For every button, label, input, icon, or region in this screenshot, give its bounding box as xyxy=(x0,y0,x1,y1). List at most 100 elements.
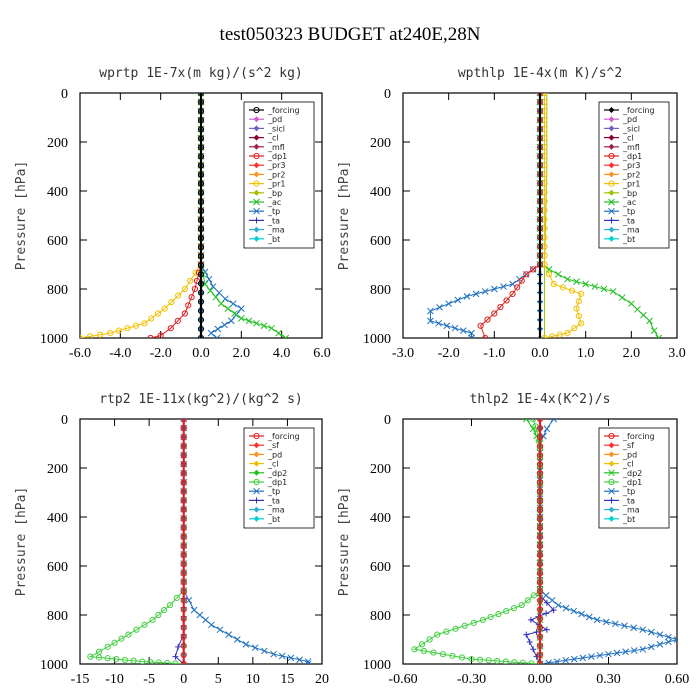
marker-tp xyxy=(459,327,467,335)
y-tick-label: 400 xyxy=(47,185,68,200)
marker-tp xyxy=(435,319,442,327)
y-tick-label: 600 xyxy=(370,234,391,249)
marker-pr1 xyxy=(541,171,548,178)
marker-pr1 xyxy=(187,277,194,284)
x-tick-label: -0.60 xyxy=(388,672,417,687)
panel-title: wpthlp 1E-4x(m K)/s^2 xyxy=(458,66,622,81)
legend-label: _ac xyxy=(622,198,636,207)
marker-tp xyxy=(579,654,587,662)
marker-forcing xyxy=(197,98,205,106)
marker-dp1 xyxy=(495,610,502,618)
marker-tp xyxy=(229,300,237,308)
marker-dp1 xyxy=(530,592,538,599)
marker-forcing xyxy=(197,162,205,169)
marker-pr1 xyxy=(80,334,84,338)
marker-dp1 xyxy=(452,625,459,632)
legend-label: _mfl xyxy=(267,143,285,152)
marker-tp xyxy=(304,660,312,664)
panel-title: thlp2 1E-4x(K^2)/s xyxy=(470,392,611,407)
marker-pr1 xyxy=(541,243,548,250)
legend-label: _pr2 xyxy=(622,170,640,179)
marker-tp xyxy=(605,650,612,658)
legend-marker-bt xyxy=(608,515,615,522)
marker-dp1 xyxy=(511,659,518,664)
marker-dp1 xyxy=(434,631,441,638)
marker-tp xyxy=(553,658,561,664)
marker-dp1 xyxy=(130,657,137,664)
marker-ac xyxy=(253,319,260,327)
marker-forcing xyxy=(180,597,187,604)
legend-label: _dp2 xyxy=(622,469,642,478)
marker-tp xyxy=(596,652,604,659)
marker-forcing xyxy=(197,117,205,124)
marker-dp1 xyxy=(191,285,199,293)
legend-marker-pr1 xyxy=(608,180,615,187)
marker-pr1 xyxy=(571,325,578,332)
marker-tp xyxy=(251,644,259,652)
legend-marker-dp1 xyxy=(608,152,615,160)
legend-label: _bt xyxy=(622,235,635,244)
marker-dp1 xyxy=(497,303,504,311)
marker-pr1 xyxy=(546,271,553,278)
marker-dp1 xyxy=(95,648,103,655)
marker-pr1 xyxy=(550,281,557,288)
legend-label: _pr1 xyxy=(622,180,640,189)
marker-pr1 xyxy=(148,315,155,322)
legend-label: _sicl xyxy=(622,124,640,133)
marker-forcing xyxy=(197,189,205,196)
marker-forcing xyxy=(180,461,187,468)
marker-dp1 xyxy=(491,310,498,317)
legend-marker-ta xyxy=(253,217,260,224)
y-tick-label: 800 xyxy=(47,609,68,624)
marker-tp xyxy=(647,643,655,651)
marker-dp1 xyxy=(477,322,484,329)
y-tick-label: 600 xyxy=(47,234,68,249)
legend-label: _mfl xyxy=(622,143,640,152)
y-tick-label: 200 xyxy=(47,136,68,151)
marker-ta xyxy=(172,653,179,660)
legend-marker-dp2 xyxy=(608,469,615,477)
legend-marker-ta xyxy=(608,217,615,224)
marker-ac xyxy=(646,317,653,325)
marker-tp xyxy=(656,631,664,638)
marker-tp xyxy=(472,290,480,298)
marker-forcing xyxy=(197,135,205,142)
marker-dp1 xyxy=(509,290,516,297)
legend-label: _ac xyxy=(267,198,281,207)
marker-pr1 xyxy=(541,189,548,196)
marker-tp xyxy=(445,300,453,308)
panels: wprtp 1E-7x(m kg)/(s^2 kg) Pressure [hPa]… xyxy=(14,66,689,687)
series-line-pr1 xyxy=(544,93,582,338)
legend-marker-ma xyxy=(253,506,260,513)
marker-tp xyxy=(622,648,629,656)
marker-forcing xyxy=(536,642,544,649)
series-line-dp1 xyxy=(480,93,541,338)
marker-forcing xyxy=(197,280,205,287)
marker-dp1 xyxy=(164,659,171,664)
legend-marker-cl xyxy=(608,134,615,141)
legend-marker-sicl xyxy=(608,125,615,132)
marker-forcing xyxy=(180,515,187,522)
marker-tp xyxy=(221,295,229,303)
marker-dp1 xyxy=(113,656,120,663)
marker-tp xyxy=(548,596,556,604)
marker-ac xyxy=(609,288,617,295)
marker-forcing xyxy=(180,443,187,450)
marker-forcing xyxy=(197,262,205,269)
x-tick-label: 0.30 xyxy=(596,672,621,687)
marker-pr1 xyxy=(107,330,114,337)
marker-forcing xyxy=(536,606,544,613)
marker-forcing xyxy=(197,198,205,205)
marker-forcing xyxy=(197,271,205,278)
marker-pr1 xyxy=(541,252,548,259)
marker-pr1 xyxy=(541,98,548,106)
marker-tp xyxy=(443,322,451,330)
marker-pr1 xyxy=(541,135,548,142)
legend-marker-forcing xyxy=(253,106,260,114)
marker-forcing xyxy=(536,660,544,664)
legend-marker-bt xyxy=(253,515,260,522)
marker-forcing xyxy=(536,452,544,459)
marker-tp xyxy=(613,649,621,657)
marker-forcing xyxy=(536,597,544,604)
marker-tp xyxy=(562,604,570,612)
